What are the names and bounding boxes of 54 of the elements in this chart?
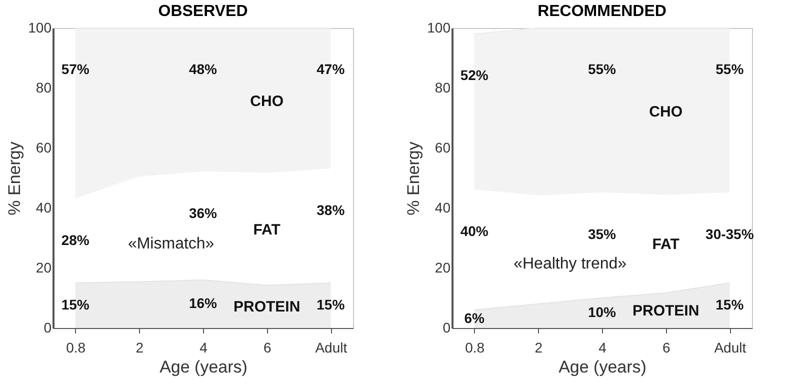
annotation: «Mismatch» [128, 236, 214, 253]
data-label: 48% [188, 61, 218, 77]
y-tick-label: 20 [434, 260, 451, 276]
x-tick-label: 0.8 [465, 340, 485, 356]
data-label: 15% [316, 296, 346, 312]
x-axis-title: Age (years) [160, 358, 248, 376]
y-tick-label: 100 [427, 20, 451, 36]
data-label: 10% [588, 304, 617, 320]
y-tick-label: 0 [442, 320, 451, 336]
x-tick-label: 2 [534, 340, 543, 356]
chart-title: RECOMMENDED [538, 3, 666, 20]
data-label: 38% [316, 202, 346, 218]
series-label: FAT [652, 236, 680, 254]
series-label: PROTEIN [233, 298, 300, 316]
y-tick-label: 80 [36, 80, 52, 96]
data-label: 57% [61, 61, 90, 77]
y-axis-title: % Energy [404, 141, 424, 216]
x-axis-title: Age (years) [558, 358, 646, 376]
x-tick-label: 2 [136, 340, 144, 356]
y-tick-label: 100 [28, 20, 52, 36]
data-label: 35% [588, 226, 617, 242]
x-tick-label: 6 [662, 340, 670, 356]
data-label: 30-35% [706, 226, 754, 242]
chart-title: OBSERVED [158, 3, 248, 20]
series-label: PROTEIN [632, 302, 700, 320]
series-label: CHO [649, 104, 683, 121]
y-tick-label: 60 [434, 140, 451, 156]
data-label: 47% [316, 61, 346, 77]
y-tick-label: 40 [434, 200, 451, 216]
x-tick-label: Adult [714, 340, 746, 356]
data-label: 15% [716, 296, 744, 312]
data-label: 36% [188, 205, 218, 221]
y-tick-label: 0 [44, 320, 52, 336]
series-label: FAT [253, 221, 280, 238]
data-label: 55% [588, 61, 617, 77]
data-label: 52% [460, 67, 489, 83]
y-axis-title: % Energy [5, 141, 24, 216]
y-tick-label: 80 [434, 80, 451, 96]
x-tick-label: 4 [598, 340, 607, 356]
data-label: 6% [464, 310, 486, 326]
annotation: «Healthy trend» [514, 256, 627, 273]
x-tick-label: 6 [263, 340, 272, 356]
y-tick-label: 20 [36, 260, 52, 276]
x-tick-label: 4 [200, 340, 208, 356]
y-tick-label: 60 [36, 140, 52, 156]
data-label: 16% [188, 295, 218, 311]
data-label: 55% [716, 61, 744, 77]
x-tick-label: Adult [315, 340, 348, 356]
data-label: 15% [61, 296, 90, 312]
y-tick-label: 40 [36, 200, 52, 216]
series-label: CHO [250, 92, 284, 110]
data-label: 40% [460, 223, 489, 239]
x-tick-label: 0.8 [66, 340, 86, 356]
data-label: 28% [61, 232, 90, 248]
